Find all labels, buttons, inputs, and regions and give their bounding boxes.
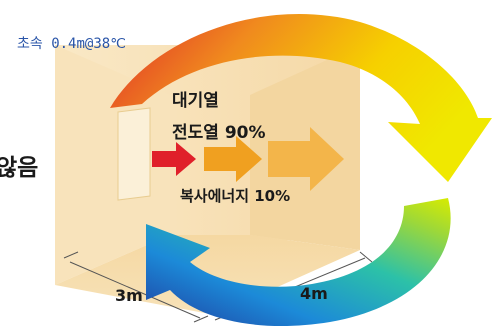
heat-arrow-orange [204,136,262,182]
window-opening [117,107,151,201]
dimension-tick-width-a [63,251,79,259]
wind-condition-label: 초속 0.4m@38℃ [17,36,126,52]
dimension-line-width [69,261,201,319]
air-heat-label: 대기열 [172,91,219,111]
circulation-arrow-bottom [146,198,451,327]
room-left-wall [55,45,170,285]
room-width-label: 3m [115,286,143,305]
radiation-energy-label: 복사에너지 10% [180,187,291,205]
circulation-arrow-top [110,14,492,182]
conduction-heat-label: 전도열 90% [172,123,266,143]
heat-arrow-red [152,142,196,176]
room-depth-label: 4m [300,284,328,303]
side-text-fragment: 않음 [0,155,39,181]
dimension-tick-width-b [193,315,209,323]
dimension-tick-depth-a [359,251,373,263]
heat-arrow-light-orange [268,127,344,191]
